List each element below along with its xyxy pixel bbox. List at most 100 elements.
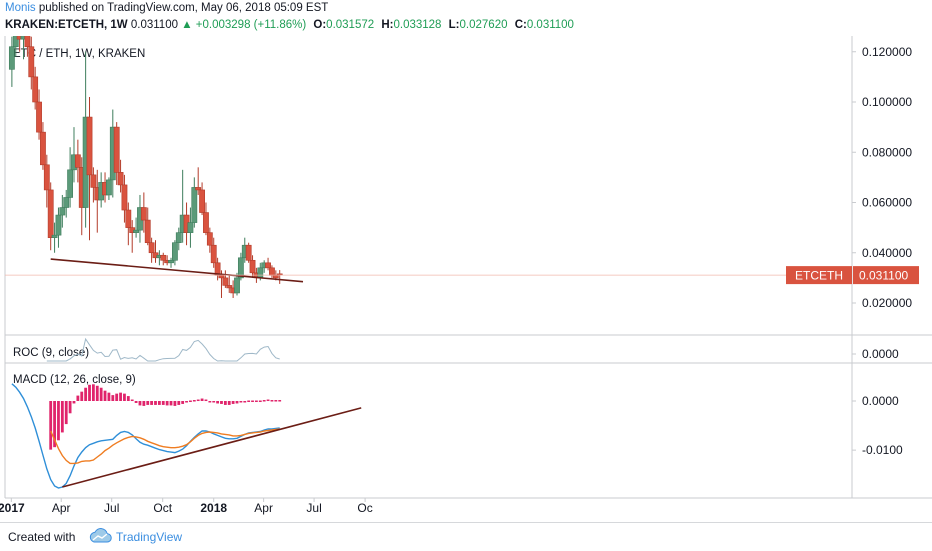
candle[interactable]	[218, 275, 225, 279]
macd-histogram-bar	[88, 384, 91, 401]
candle[interactable]	[20, 36, 27, 40]
created-with-text: Created with	[8, 530, 76, 544]
candle[interactable]	[140, 207, 147, 221]
candle[interactable]	[28, 46, 35, 78]
chart-background	[0, 36, 932, 522]
candle[interactable]	[257, 267, 264, 279]
time-tick-label: Apr	[254, 501, 273, 515]
macd-histogram-bar	[157, 401, 161, 405]
macd-histogram-bar	[243, 401, 247, 403]
chart-title: ETC / ETH, 1W, KRAKEN	[13, 48, 145, 60]
price-tick-label: 0.080000	[862, 145, 912, 159]
macd-line[interactable]	[11, 383, 280, 489]
candle[interactable]	[74, 154, 81, 168]
price-tick-label: 0.020000	[862, 296, 912, 310]
price-trendline[interactable]	[50, 258, 304, 283]
header-line-publish: Monis published on TradingView.com, May …	[5, 2, 328, 14]
price-tag-value-bg	[853, 266, 919, 285]
macd-histogram-bar	[220, 401, 223, 404]
candle[interactable]	[144, 219, 151, 243]
time-tick-label: Oc	[357, 501, 372, 515]
macd-histogram-bar	[111, 395, 115, 401]
candle[interactable]	[172, 242, 178, 261]
macd-histogram-bar	[231, 401, 235, 404]
candle[interactable]	[117, 172, 124, 186]
candle[interactable]	[40, 131, 46, 166]
macd-histogram-bar	[138, 401, 142, 406]
candle[interactable]	[8, 46, 15, 70]
price-tick-label: 0.100000	[862, 95, 912, 109]
candle[interactable]	[16, 36, 23, 40]
candle[interactable]	[43, 164, 50, 191]
macd-histogram-bar	[208, 401, 212, 403]
author-link[interactable]: Monis	[5, 2, 36, 14]
candle[interactable]	[269, 267, 275, 276]
time-tick-label: Apr	[52, 501, 71, 515]
macd-histogram-bar	[95, 385, 99, 401]
candle[interactable]	[63, 197, 70, 208]
candle[interactable]	[32, 76, 39, 103]
candle[interactable]	[210, 244, 217, 264]
macd-histogram-bar	[49, 401, 53, 450]
macd-tick-label: 0.0000	[862, 394, 899, 408]
macd-histogram-bar	[154, 401, 157, 405]
candle[interactable]	[59, 207, 66, 216]
candle[interactable]	[199, 189, 205, 213]
tradingview-brand[interactable]: TradingView	[116, 530, 183, 544]
candle[interactable]	[249, 259, 256, 274]
macd-histogram-bar	[262, 400, 266, 402]
close-label: C:	[514, 19, 527, 31]
macd-histogram-bar	[103, 390, 107, 401]
candle[interactable]	[125, 209, 132, 228]
macd-histogram-bar	[126, 396, 130, 401]
macd-histogram-bar	[251, 400, 254, 403]
macd-histogram-bar	[53, 401, 56, 448]
candle[interactable]	[187, 222, 194, 233]
candle[interactable]	[234, 277, 240, 294]
chart-svg[interactable]: 0.120000 0.100000 0.080000 0.060000 0.040000…	[0, 36, 932, 522]
low-label: L:	[448, 19, 460, 31]
macd-histogram-bar	[115, 393, 119, 401]
macd-histogram-bar	[119, 392, 122, 401]
candle[interactable]	[90, 174, 97, 188]
macd-label: MACD (12, 26, close, 9)	[13, 374, 136, 386]
candle[interactable]	[168, 259, 174, 264]
candle[interactable]	[206, 232, 213, 246]
candle[interactable]	[36, 101, 42, 133]
roc-line[interactable]	[46, 337, 280, 362]
candle[interactable]	[106, 179, 112, 196]
candle[interactable]	[67, 169, 74, 198]
candle[interactable]	[265, 262, 271, 269]
candle[interactable]	[272, 275, 279, 279]
macd-histogram-bar	[200, 398, 204, 401]
macd-histogram-bar	[181, 401, 185, 404]
macd-histogram-bar	[123, 393, 126, 401]
time-tick-label: Jul	[104, 501, 119, 515]
candle[interactable]	[55, 214, 62, 236]
candle[interactable]	[160, 254, 167, 261]
candle[interactable]	[86, 116, 93, 176]
macd-histogram-bar	[185, 401, 188, 403]
price-tick-label: 0.040000	[862, 246, 912, 260]
macd-trendline[interactable]	[62, 407, 362, 488]
candle[interactable]	[133, 229, 139, 233]
candle[interactable]	[191, 187, 198, 223]
candle[interactable]	[175, 232, 182, 243]
candle[interactable]	[24, 36, 31, 48]
candle[interactable]	[203, 212, 209, 233]
candle[interactable]	[222, 277, 229, 286]
candle[interactable]	[226, 285, 233, 289]
macd-histogram-bar	[142, 401, 146, 406]
candle[interactable]	[51, 234, 58, 238]
candle[interactable]	[195, 187, 202, 191]
tradingview-cloud-icon[interactable]	[88, 528, 112, 547]
candle[interactable]	[47, 189, 54, 238]
low-value: 0.027620	[459, 19, 508, 31]
candle[interactable]	[245, 244, 252, 261]
candle[interactable]	[113, 126, 120, 173]
signal-line[interactable]	[50, 428, 280, 465]
candle[interactable]	[148, 242, 155, 254]
candle[interactable]	[237, 257, 244, 279]
candle[interactable]	[121, 184, 128, 211]
time-tick-label: 2017	[0, 501, 25, 515]
